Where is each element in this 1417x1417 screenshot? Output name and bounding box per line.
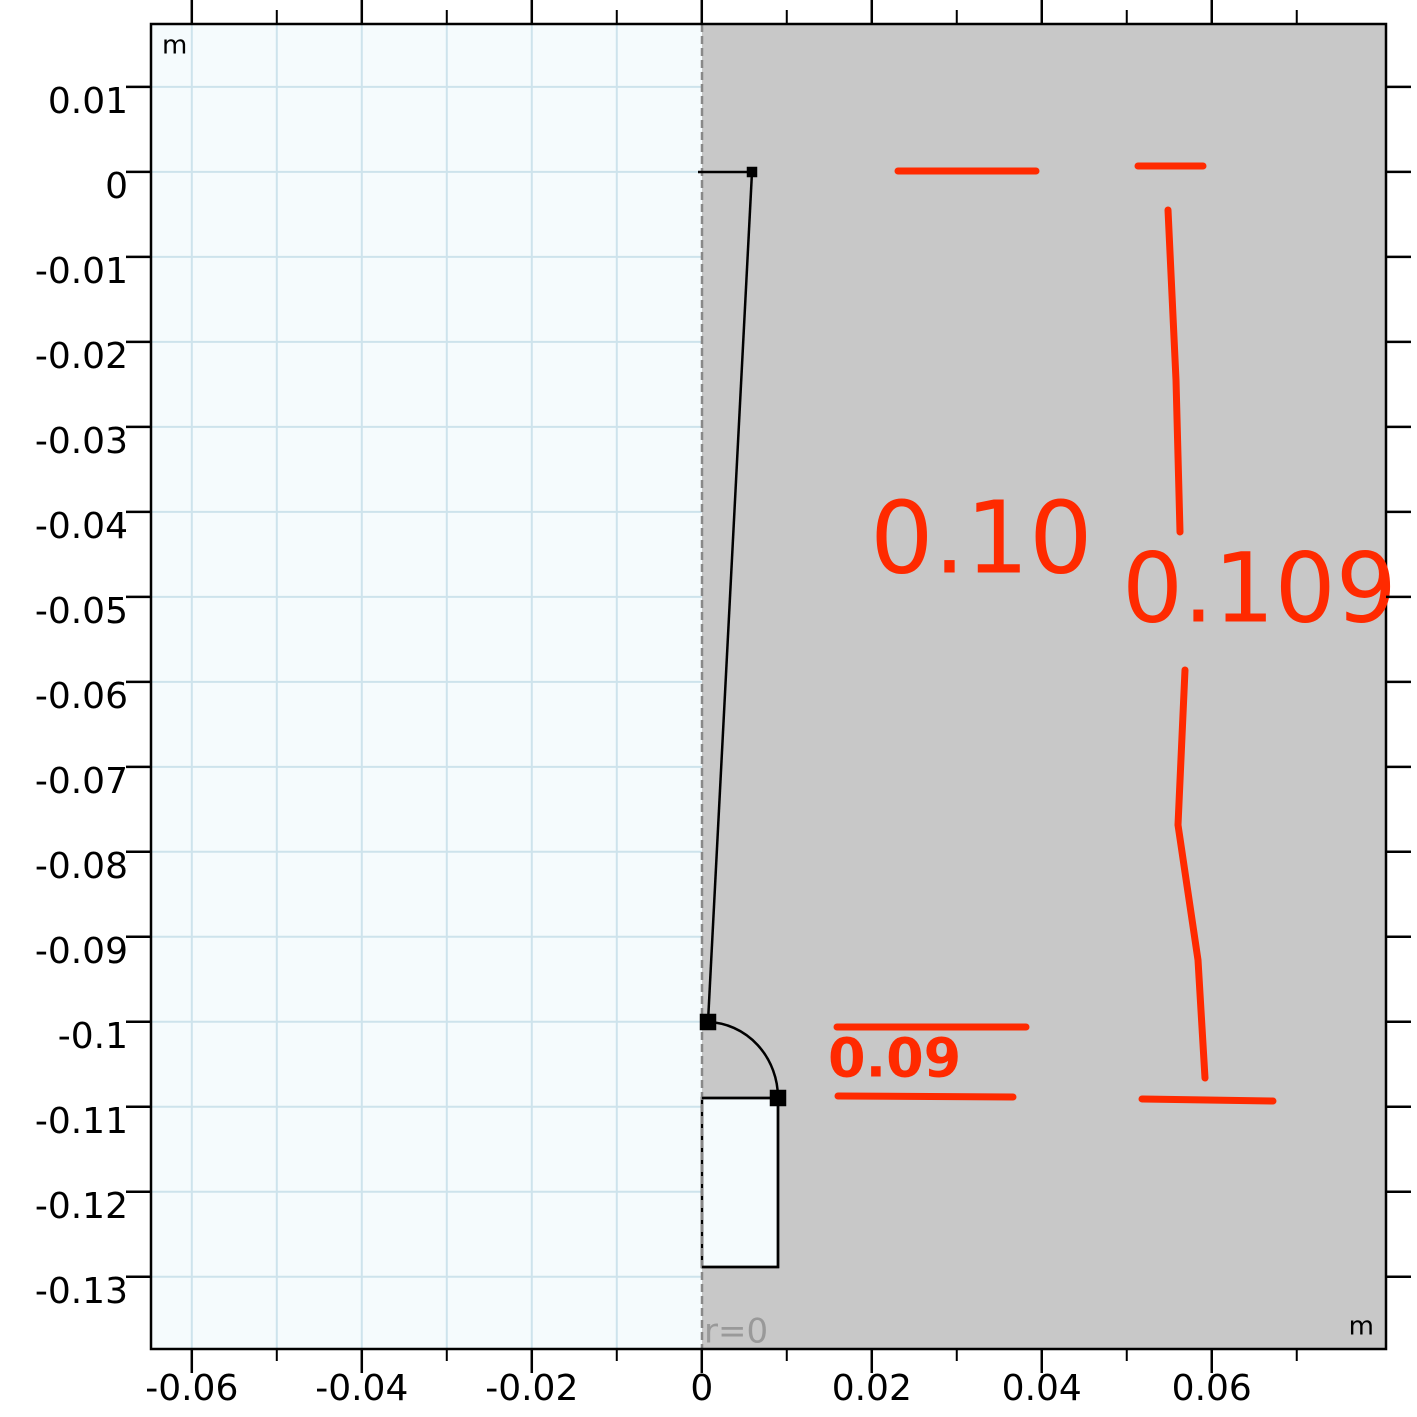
stroke [1164, 206, 1184, 536]
x-tick-label: 0.04 [1002, 1368, 1082, 1409]
edge [702, 1096, 780, 1269]
plot-background [151, 24, 702, 1349]
y-tick-label: -0.01 [35, 251, 128, 292]
y-tick-label: -0.12 [35, 1186, 128, 1227]
stroke [834, 1092, 1017, 1101]
geometry [698, 24, 787, 1349]
annotation: 0.109 [1122, 532, 1397, 644]
x-unit: m [1349, 1312, 1374, 1342]
annotation-strokes [833, 162, 1277, 1105]
y-tick-label: -0.08 [35, 846, 128, 887]
annotation: 0.10 [870, 479, 1093, 596]
y-tick-label: -0.05 [35, 591, 128, 632]
y-unit: m [162, 31, 187, 61]
plot-frame [149, 22, 1388, 1351]
x-tick-label: 0.02 [832, 1368, 912, 1409]
annotation: 0.09 [828, 1027, 961, 1090]
domain-region [702, 24, 1386, 1349]
stroke [1138, 1095, 1277, 1105]
y-tick-label: -0.13 [35, 1271, 128, 1312]
x-tick-label: -0.02 [485, 1368, 578, 1409]
y-tick-label: -0.02 [35, 336, 128, 377]
stroke [1174, 666, 1209, 1082]
inner-rect [700, 1096, 780, 1269]
y-tick-label: -0.1 [58, 1016, 128, 1057]
y-tick-label: -0.04 [35, 506, 128, 547]
vertex [746, 166, 758, 178]
y-tick-label: -0.07 [35, 761, 128, 802]
y-tick-label: 0.01 [48, 81, 128, 122]
y-tick-label: -0.09 [35, 931, 128, 972]
x-tick-label: -0.04 [315, 1368, 408, 1409]
x-tick-label: 0.06 [1172, 1368, 1252, 1409]
y-tick-label: -0.06 [35, 676, 128, 717]
y-tick-label: -0.03 [35, 421, 128, 462]
axis-label: r=0 [704, 1312, 768, 1352]
x-tick-label: -0.06 [145, 1368, 238, 1409]
grid [151, 24, 702, 1349]
y-tick-label: -0.11 [35, 1101, 128, 1142]
x-tick-label: 0 [690, 1368, 713, 1409]
arc [707, 1020, 780, 1099]
vertex [769, 1089, 787, 1107]
y-tick-label: 0 [105, 166, 128, 207]
vertex [699, 1013, 717, 1031]
edge [706, 171, 754, 1023]
